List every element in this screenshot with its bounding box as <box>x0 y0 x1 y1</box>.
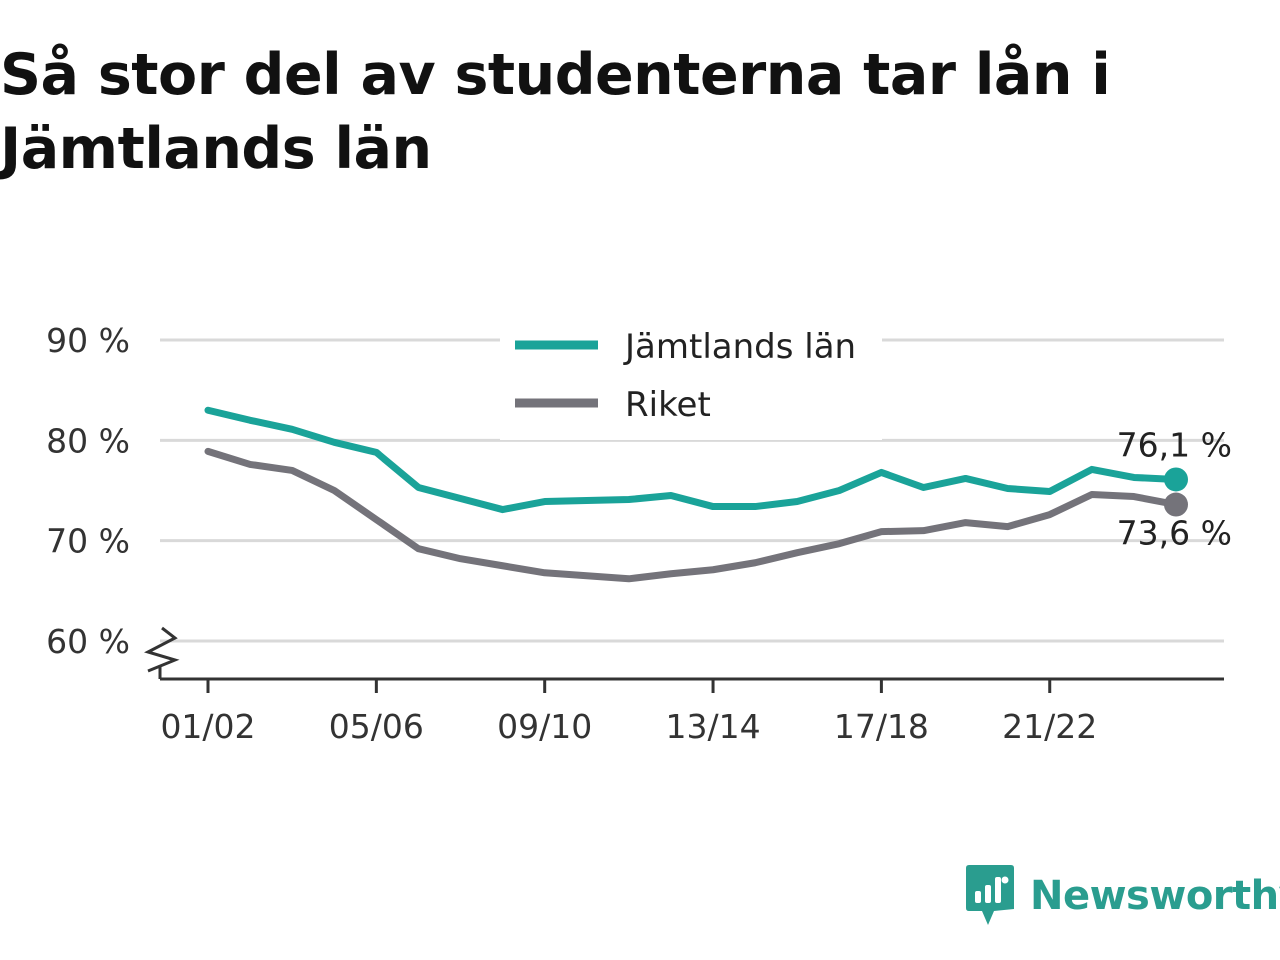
legend-background <box>500 318 882 440</box>
series-line <box>204 447 1180 583</box>
axis-break-icon <box>144 626 180 673</box>
newsworthy-logo-icon <box>966 865 1014 925</box>
x-axis <box>144 626 1224 681</box>
end-value-label: 76,1 % <box>1117 425 1232 464</box>
end-value-label: 73,6 % <box>1117 514 1232 553</box>
y-tick-label: 60 % <box>46 622 130 661</box>
legend: Jämtlands län Riket <box>500 318 882 440</box>
newsworthy-logo-text: Newsworthy <box>1030 873 1280 919</box>
x-axis-tick-labels: 01/02 05/06 09/10 13/14 17/18 21/22 <box>160 679 1097 746</box>
y-tick-label: 90 % <box>46 321 130 360</box>
x-tick-label: 13/14 <box>665 707 760 746</box>
y-tick-label: 80 % <box>46 421 130 460</box>
x-tick-label: 01/02 <box>160 707 255 746</box>
x-tick-label: 17/18 <box>834 707 929 746</box>
series-lines <box>204 406 1188 583</box>
end-value-labels: 76,1 % 73,6 % <box>1117 425 1232 552</box>
chart-title-line-1: Så stor del av studenterna tar lån i <box>0 42 1111 108</box>
series-end-point <box>1164 467 1188 492</box>
series-end-point <box>1164 492 1188 517</box>
y-axis-tick-labels: 60 % 70 % 80 % 90 % <box>46 321 130 661</box>
x-tick-label: 21/22 <box>1002 707 1097 746</box>
y-tick-label: 70 % <box>46 522 130 561</box>
x-tick-label: 05/06 <box>329 707 424 746</box>
legend-label: Riket <box>625 385 711 425</box>
chart-title: Så stor del av studenterna tar lån i Jäm… <box>0 38 1200 186</box>
legend-label: Jämtlands län <box>623 327 856 367</box>
series-line <box>204 406 1180 514</box>
newsworthy-logo: Newsworthy <box>964 864 1280 928</box>
chart-title-line-2: Jämtlands län <box>0 116 432 182</box>
x-tick-label: 09/10 <box>497 707 592 746</box>
